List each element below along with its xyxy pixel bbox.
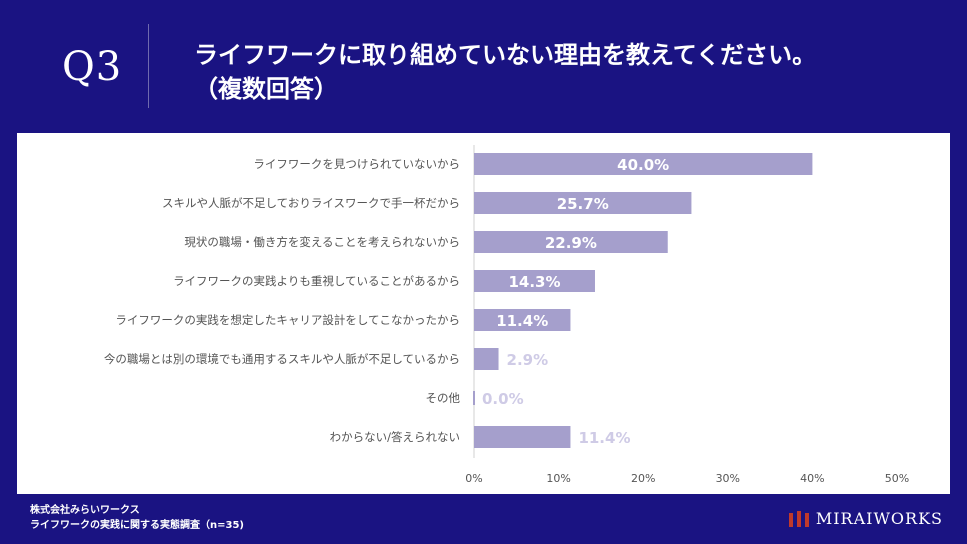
category-label: 今の職場とは別の環境でも通用するスキルや人脈が不足しているから (104, 352, 460, 366)
bar (474, 309, 571, 331)
footer-company: 株式会社みらいワークス (30, 505, 140, 516)
x-tick-label: 30% (716, 472, 740, 485)
data-label: 2.9% (507, 351, 549, 369)
bar (474, 231, 668, 253)
bar (474, 153, 813, 175)
brand-logo: MIRAIWORKS (788, 509, 943, 528)
question-number: Q3 (62, 44, 123, 90)
bar (474, 192, 692, 214)
data-label: 14.3% (508, 273, 560, 291)
data-label: 25.7% (557, 195, 609, 213)
category-label: その他 (426, 391, 461, 405)
bar (474, 270, 595, 292)
chart-panel: ライフワークを見つけられていないから 40.0% スキルや人脈が不足しておりライスワ… (17, 133, 950, 494)
title-line-1: ライフワークに取り組めていない理由を教えてください。 (194, 41, 817, 69)
category-label: ライフワークの実践よりも重視していることがあるから (173, 274, 460, 288)
bar (474, 348, 499, 370)
x-tick-label: 20% (631, 472, 655, 485)
category-label: ライフワークを見つけられていないから (253, 157, 460, 171)
data-label: 40.0% (617, 156, 669, 174)
x-tick-label: 40% (800, 472, 824, 485)
category-label: スキルや人脈が不足しておりライスワークで手一杯だから (162, 196, 460, 210)
category-label: 現状の職場・働き方を変えることを考えられないから (184, 235, 460, 249)
category-label: ライフワークの実践を想定したキャリア設計をしてこなかったから (115, 313, 460, 327)
data-label: 0.0% (482, 390, 524, 408)
footer: 株式会社みらいワークス ライフワークの実践に関する実態調査（n=35) (30, 503, 244, 533)
data-label: 22.9% (545, 234, 597, 252)
data-label: 11.4% (496, 312, 548, 330)
bar-chart: ライフワークを見つけられていないから 40.0% スキルや人脈が不足しておりライスワ… (104, 145, 909, 485)
x-tick-label: 0% (465, 472, 482, 485)
brand-name: MIRAIWORKS (815, 509, 943, 528)
brand-mark-icon (788, 510, 809, 527)
bar (474, 426, 571, 448)
footer-survey: ライフワークの実践に関する実態調査（n=35) (30, 520, 244, 531)
header-divider (148, 24, 149, 108)
page-title: ライフワークに取り組めていない理由を教えてください。 （複数回答） (194, 38, 816, 106)
category-label: わからない/答えられない (330, 430, 460, 444)
x-tick-label: 50% (885, 472, 909, 485)
title-line-2: （複数回答） (194, 75, 338, 103)
data-label: 11.4% (578, 429, 630, 447)
x-tick-label: 10% (546, 472, 570, 485)
